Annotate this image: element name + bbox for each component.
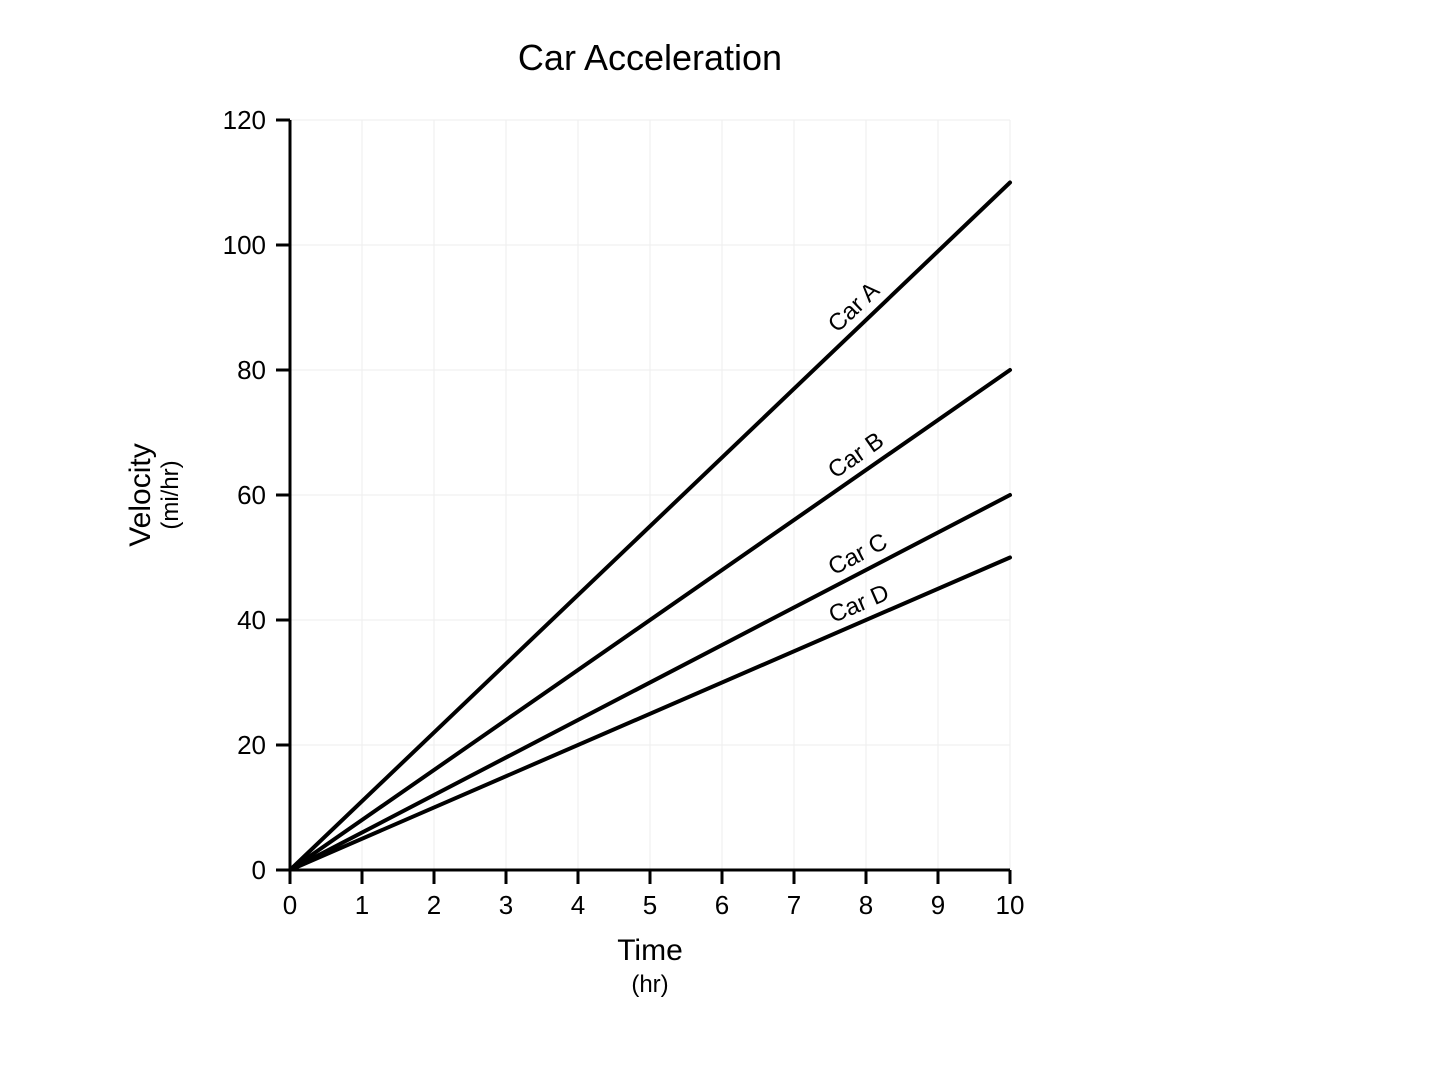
y-tick-label: 0	[252, 855, 266, 885]
y-tick-label: 60	[237, 480, 266, 510]
y-axis-unit: (mi/hr)	[157, 460, 184, 529]
x-axis-label: Time	[617, 934, 683, 967]
gridlines	[290, 120, 1010, 870]
y-axis-label: Velocity	[124, 443, 157, 546]
x-tick-label: 2	[427, 890, 441, 920]
y-tick-label: 120	[223, 105, 266, 135]
chart-title: Car Acceleration	[518, 37, 782, 78]
x-tick-label: 8	[859, 890, 873, 920]
x-tick-label: 10	[996, 890, 1025, 920]
x-tick-label: 3	[499, 890, 513, 920]
x-tick-label: 5	[643, 890, 657, 920]
x-tick-label: 1	[355, 890, 369, 920]
x-axis-unit: (hr)	[631, 971, 668, 998]
x-ticks: 0 1 2 3 4 5 6 7 8 9 10	[283, 870, 1025, 920]
y-tick-label: 20	[237, 730, 266, 760]
x-tick-label: 7	[787, 890, 801, 920]
y-tick-label: 80	[237, 355, 266, 385]
x-tick-label: 6	[715, 890, 729, 920]
x-tick-label: 0	[283, 890, 297, 920]
x-tick-label: 9	[931, 890, 945, 920]
car-acceleration-chart: Car Acceleration 0 1 2 3 4 5 6 7 8 9 10 0 20 40 60 80 1…	[0, 0, 1440, 1080]
x-tick-label: 4	[571, 890, 585, 920]
y-tick-label: 40	[237, 605, 266, 635]
series-label-car-a: Car A	[823, 277, 885, 338]
y-ticks: 0 20 40 60 80 100 120	[223, 105, 290, 885]
y-tick-label: 100	[223, 230, 266, 260]
